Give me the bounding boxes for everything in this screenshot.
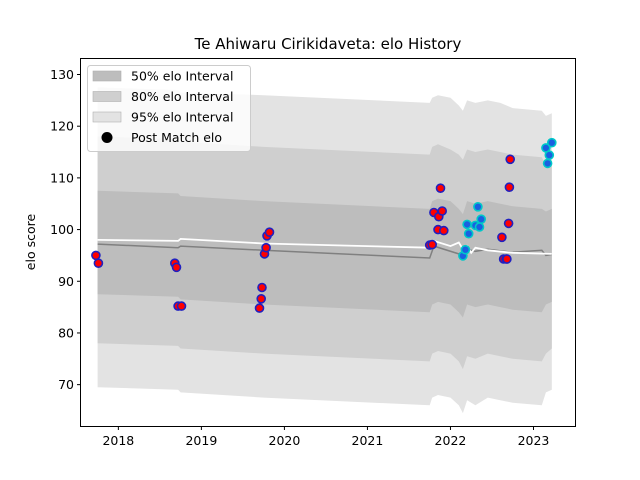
y-tick-label: 70 xyxy=(58,377,74,392)
post-match-point xyxy=(438,225,449,236)
legend-box xyxy=(87,65,251,152)
post-match-point-recent xyxy=(544,150,555,160)
post-match-point xyxy=(435,183,446,193)
legend-label: 50% elo Interval xyxy=(131,69,233,84)
x-tick-label: 2020 xyxy=(269,433,301,448)
axes: 2018 2019 2020 2021 2022 2023 70 80 90 100 110 120 1… xyxy=(50,67,549,448)
x-tick-label: 2018 xyxy=(102,433,134,448)
y-tick-label: 80 xyxy=(58,325,74,340)
post-match-point xyxy=(176,301,187,311)
post-match-point xyxy=(505,154,516,165)
post-match-point xyxy=(437,206,448,216)
legend-label: 95% elo Interval xyxy=(131,110,233,125)
post-match-point-recent xyxy=(463,228,474,239)
post-match-point-recent xyxy=(476,214,487,224)
post-match-point xyxy=(497,232,507,243)
plot-frame xyxy=(80,58,576,427)
y-tick-label: 120 xyxy=(50,119,74,134)
post-match-point xyxy=(93,258,104,269)
post-match-point xyxy=(261,242,271,253)
post-match-point xyxy=(503,218,514,229)
y-axis-label: elo score xyxy=(23,214,38,271)
plot-area xyxy=(91,87,557,414)
legend-label: Post Match elo xyxy=(131,130,222,145)
y-tick-label: 100 xyxy=(50,222,74,237)
post-match-point xyxy=(427,239,438,250)
chart-title: Te Ahiwaru Cirikidaveta: elo History xyxy=(194,35,462,53)
post-match-point xyxy=(256,293,267,304)
post-match-point xyxy=(91,250,101,261)
post-match-point-recent xyxy=(546,137,557,148)
y-tick-label: 130 xyxy=(50,67,74,82)
x-tick-label: 2022 xyxy=(435,433,467,448)
post-match-point-recent xyxy=(460,244,471,255)
legend-swatch-band50 xyxy=(92,70,122,82)
y-tick-label: 110 xyxy=(50,170,74,185)
post-match-point xyxy=(171,262,182,273)
post-match-point-recent xyxy=(474,222,485,232)
legend-swatch-band95 xyxy=(92,111,122,123)
x-tick-label: 2021 xyxy=(352,433,384,448)
legend-swatch-band80 xyxy=(92,91,122,102)
post-match-point xyxy=(264,227,275,237)
post-match-point-recent xyxy=(473,202,483,212)
legend-label: 80% elo Interval xyxy=(131,89,233,104)
x-tick-label: 2023 xyxy=(518,433,550,448)
post-match-point-recent xyxy=(542,158,553,169)
y-tick-label: 90 xyxy=(58,274,74,289)
post-match-point-recent xyxy=(462,219,472,230)
post-match-point xyxy=(257,282,267,293)
x-tick-label: 2019 xyxy=(185,433,217,448)
post-match-point xyxy=(504,182,515,192)
post-match-point xyxy=(254,303,265,313)
pre-match-elo-line xyxy=(97,237,552,255)
band-50-interval xyxy=(97,190,552,318)
legend: 50% elo Interval 80% elo Interval 95% elo … xyxy=(87,65,251,152)
legend-swatch-post-match xyxy=(101,132,113,143)
post-match-point xyxy=(502,254,512,264)
